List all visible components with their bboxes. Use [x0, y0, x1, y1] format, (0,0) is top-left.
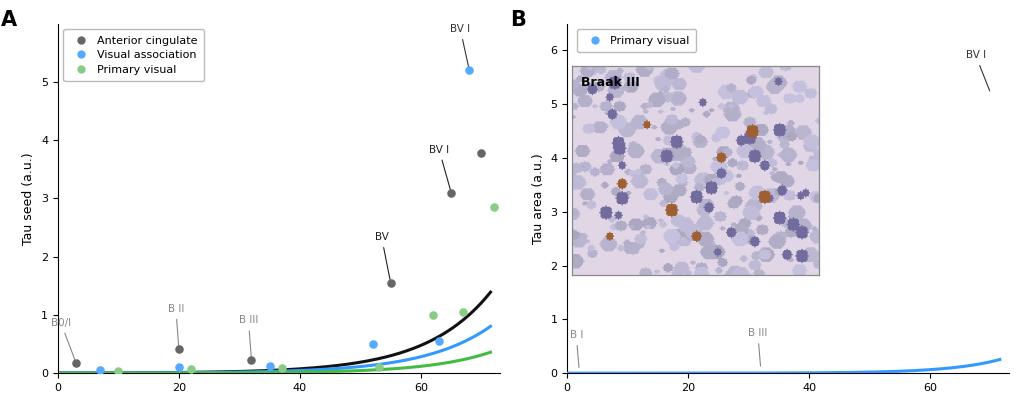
Point: [182, 366, 199, 372]
Text: B III: B III: [238, 316, 258, 357]
Text: B III: B III: [747, 328, 766, 366]
Text: BV I: BV I: [429, 145, 450, 190]
Point: [382, 280, 398, 286]
Point: [244, 357, 260, 363]
Text: A: A: [0, 10, 16, 29]
Point: [425, 311, 441, 318]
Point: [273, 365, 289, 371]
Text: BV I: BV I: [965, 50, 988, 91]
Text: B II: B II: [167, 304, 183, 346]
Text: BV: BV: [374, 232, 389, 280]
Point: [170, 364, 186, 370]
Point: [473, 149, 489, 156]
Point: [364, 341, 380, 347]
Y-axis label: Tau area (a.u.): Tau area (a.u.): [531, 153, 544, 244]
Point: [461, 67, 477, 74]
Point: [170, 345, 186, 352]
Text: BV I: BV I: [449, 24, 470, 67]
Text: B I: B I: [569, 330, 582, 368]
Legend: Primary visual: Primary visual: [577, 29, 696, 53]
Point: [67, 360, 84, 366]
Point: [92, 366, 108, 373]
Point: [370, 364, 386, 370]
Y-axis label: Tau seed (a.u.): Tau seed (a.u.): [22, 152, 36, 245]
Point: [442, 189, 459, 196]
Legend: Anterior cingulate, Visual association, Primary visual: Anterior cingulate, Visual association, …: [63, 29, 204, 81]
Point: [430, 338, 446, 344]
Point: [454, 309, 471, 315]
Point: [485, 204, 501, 210]
Text: B0/I: B0/I: [51, 318, 75, 360]
Point: [110, 368, 126, 375]
Text: B: B: [510, 10, 525, 29]
Point: [261, 363, 277, 369]
